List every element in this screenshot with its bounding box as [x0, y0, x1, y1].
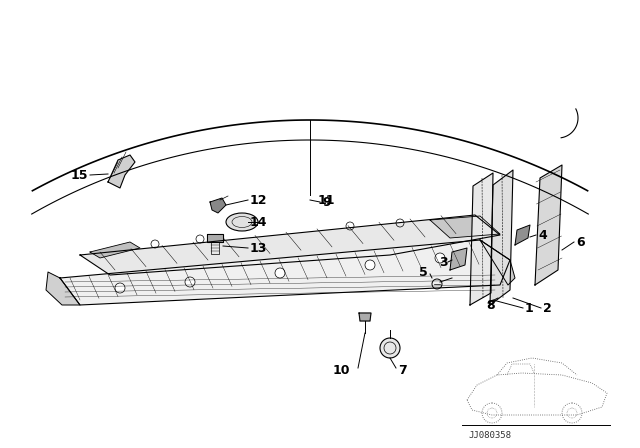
Text: 9: 9: [322, 195, 331, 208]
Text: 10: 10: [333, 363, 350, 376]
Polygon shape: [60, 240, 510, 305]
Polygon shape: [535, 165, 562, 285]
Polygon shape: [359, 313, 371, 321]
Polygon shape: [207, 234, 223, 242]
Polygon shape: [80, 215, 500, 275]
Text: 7: 7: [398, 363, 407, 376]
Polygon shape: [515, 225, 530, 245]
Text: 6: 6: [576, 236, 584, 249]
Polygon shape: [210, 198, 226, 213]
Polygon shape: [470, 173, 493, 305]
Circle shape: [185, 277, 195, 287]
Polygon shape: [430, 216, 500, 238]
Text: 4: 4: [538, 228, 547, 241]
Text: 5: 5: [419, 266, 428, 279]
Circle shape: [275, 268, 285, 278]
Text: 13: 13: [250, 241, 268, 254]
Circle shape: [435, 253, 445, 263]
Circle shape: [365, 260, 375, 270]
Polygon shape: [490, 170, 513, 305]
Text: 1: 1: [525, 302, 534, 314]
Text: 12: 12: [250, 194, 268, 207]
Text: JJ080358: JJ080358: [468, 431, 511, 439]
Ellipse shape: [226, 213, 258, 231]
Circle shape: [380, 338, 400, 358]
Polygon shape: [480, 240, 515, 285]
Polygon shape: [90, 242, 140, 258]
Text: 14: 14: [250, 215, 268, 228]
Text: 11: 11: [318, 194, 335, 207]
Polygon shape: [46, 272, 80, 305]
Text: 2: 2: [543, 302, 552, 314]
Text: 3: 3: [440, 255, 448, 268]
Text: 15: 15: [70, 168, 88, 181]
Circle shape: [115, 283, 125, 293]
Text: 8: 8: [486, 298, 495, 311]
Polygon shape: [450, 248, 467, 270]
Polygon shape: [108, 155, 135, 188]
